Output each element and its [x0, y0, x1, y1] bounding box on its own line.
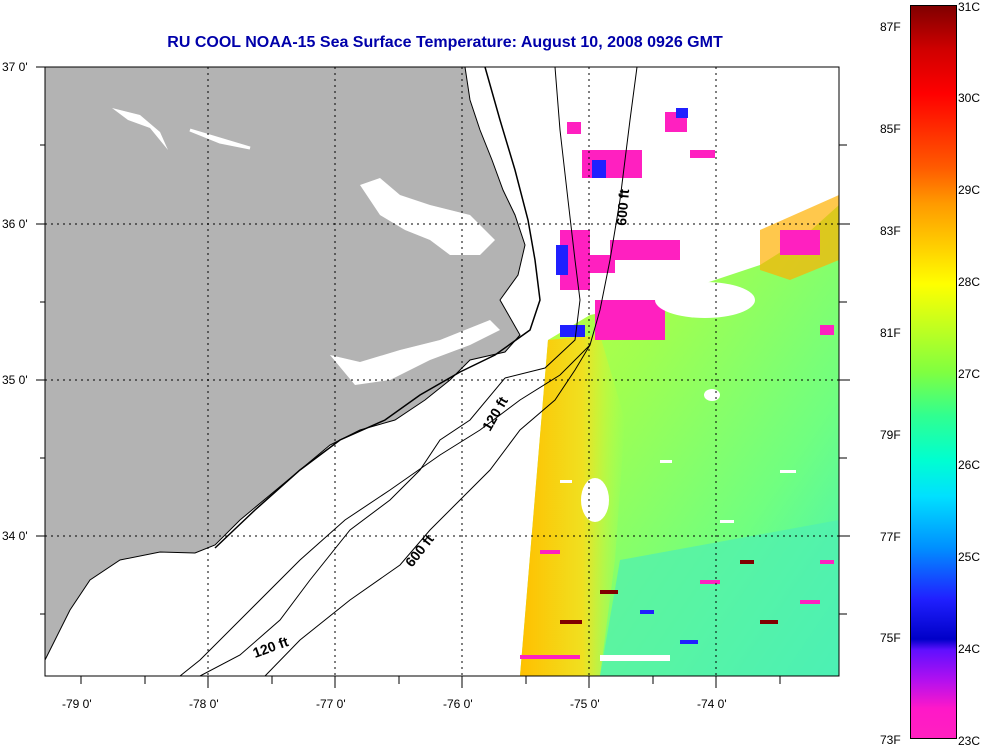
colorbar-label-24c: 24C: [958, 642, 981, 656]
outer-banks: [214, 67, 541, 549]
isobath-600-south: [264, 344, 591, 676]
map-frame: [44, 66, 840, 677]
colorbar-label-73f: 73F: [880, 733, 901, 747]
temperature-colorbar: [910, 5, 957, 739]
land-mass: [45, 67, 526, 661]
isobath-600-north: [179, 67, 638, 676]
lon-label-76: -76 0': [443, 697, 473, 711]
isobath-120-north: [504, 67, 581, 379]
lat-label-36: 36 0': [2, 217, 28, 231]
lon-label-74: -74 0': [697, 697, 727, 711]
colorbar-label-25c: 25C: [958, 550, 981, 564]
lat-label-37: 37 0': [2, 60, 28, 74]
colorbar-label-77f: 77F: [880, 530, 901, 544]
speckle: [520, 460, 834, 661]
colorbar-label-28c: 28C: [958, 275, 981, 289]
lon-label-78: -78 0': [189, 697, 219, 711]
isobath-label-north-600: 600 ft: [613, 188, 632, 226]
colorbar-label-75f: 75F: [880, 631, 901, 645]
page-title: RU COOL NOAA-15 Sea Surface Temperature:…: [167, 34, 723, 51]
lat-label-34: 34 0': [2, 529, 28, 543]
colorbar-label-31c: 31C: [958, 0, 981, 14]
lon-label-75: -75 0': [570, 697, 600, 711]
colorbar-label-85f: 85F: [880, 122, 901, 136]
colorbar-label-29c: 29C: [958, 183, 981, 197]
colorbar-label-26c: 26C: [958, 458, 981, 472]
isobath-label-south-600: 600 ft: [402, 531, 437, 570]
colorbar-label-30c: 30C: [958, 91, 981, 105]
isobath-label-south-120: 120 ft: [251, 633, 291, 661]
colorbar-label-81f: 81F: [880, 326, 901, 340]
lat-label-35: 35 0': [2, 373, 28, 387]
isobath-120-south: [199, 377, 506, 676]
isobath-label-mid-120: 120 ft: [479, 394, 511, 434]
colorbar-label-79f: 79F: [880, 428, 901, 442]
colorbar-label-27c: 27C: [958, 367, 981, 381]
lon-label-77: -77 0': [316, 697, 346, 711]
warm-band: [520, 335, 625, 676]
lon-label-79: -79 0': [62, 697, 92, 711]
colorbar-label-87f: 87F: [880, 20, 901, 34]
cool-region: [600, 520, 839, 676]
graticule: [45, 67, 839, 676]
colorbar-label-83f: 83F: [880, 224, 901, 238]
colorbar-label-23c: 23C: [958, 734, 981, 748]
